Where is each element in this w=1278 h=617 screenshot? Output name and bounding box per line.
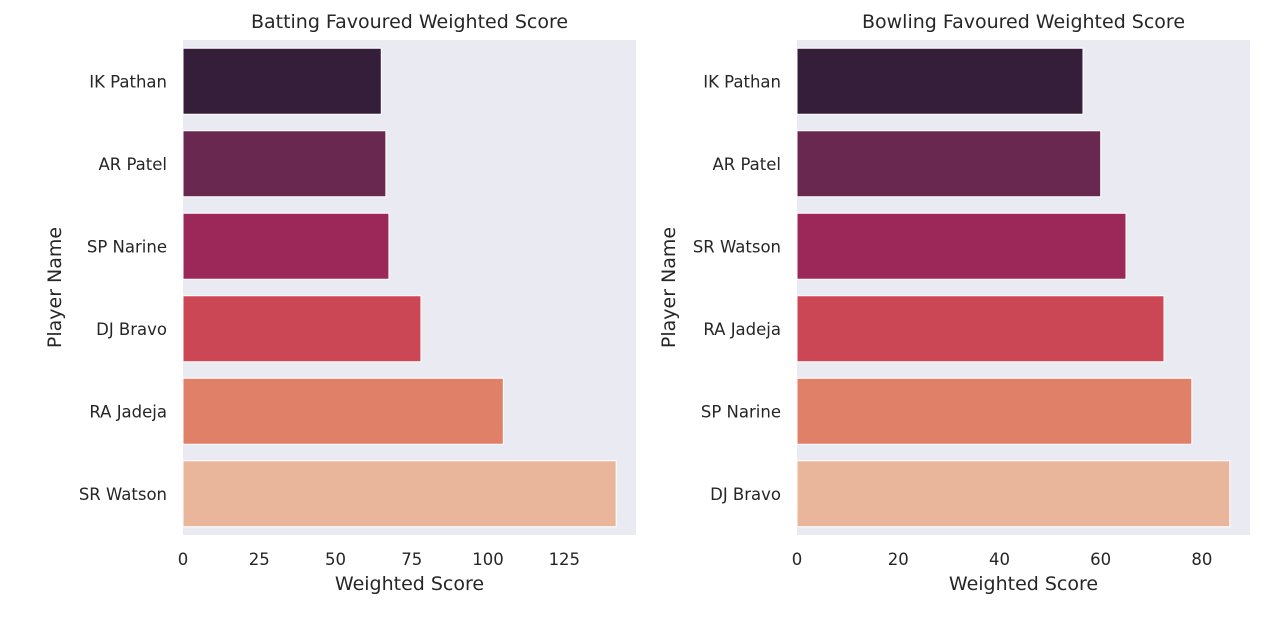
bowling-y-tick-label: SR Watson (693, 237, 781, 256)
batting-x-tick-label: 125 (549, 550, 581, 569)
batting-bar-5 (182, 460, 617, 528)
batting-y-tick-label: RA Jadeja (89, 402, 167, 421)
bowling-y-axis-label: Player Name (658, 227, 680, 348)
bowling-x-tick-label: 20 (888, 550, 909, 569)
batting-y-tick-label: AR Patel (98, 155, 167, 174)
batting-x-tick-label: 0 (178, 550, 189, 569)
bowling-y-tick-label: AR Patel (712, 155, 781, 174)
batting-chart-title: Batting Favoured Weighted Score (251, 11, 568, 33)
bowling-bar-4 (796, 377, 1193, 445)
bowling-bar-3 (796, 295, 1165, 363)
bowling-x-axis-label: Weighted Score (949, 573, 1098, 595)
bowling-bar-5 (796, 460, 1231, 528)
batting-x-tick-label: 100 (472, 550, 504, 569)
bowling-plot-area (797, 40, 1250, 535)
batting-bar-1 (182, 130, 387, 198)
bowling-x-tick-label: 60 (1090, 550, 1111, 569)
bowling-y-tick-label: SP Narine (701, 402, 781, 421)
batting-bar-2 (182, 212, 390, 280)
batting-bar-4 (182, 377, 504, 445)
batting-bar-0 (182, 47, 382, 115)
bowling-x-tick-label: 0 (792, 550, 803, 569)
batting-plot-area (183, 40, 636, 535)
batting-y-tick-label: IK Pathan (89, 72, 167, 91)
batting-chart: IK Pathan AR Patel SP Narine DJ Bravo RA Jad… (44, 11, 636, 595)
bowling-bar-0 (796, 47, 1084, 115)
bowling-chart-title: Bowling Favoured Weighted Score (862, 11, 1185, 33)
bowling-x-tick-label: 80 (1191, 550, 1212, 569)
bowling-y-tick-label: IK Pathan (703, 72, 781, 91)
batting-y-tick-label: SP Narine (87, 237, 167, 256)
bowling-y-tick-label: RA Jadeja (703, 320, 781, 339)
batting-bar-3 (182, 295, 422, 363)
batting-y-tick-label: DJ Bravo (96, 320, 167, 339)
bowling-bar-1 (796, 130, 1102, 198)
bowling-x-tick-label: 40 (989, 550, 1010, 569)
batting-y-axis-label: Player Name (44, 227, 66, 348)
bowling-bar-2 (796, 212, 1127, 280)
batting-y-tick-label: SR Watson (79, 485, 167, 504)
bowling-y-tick-label: DJ Bravo (710, 485, 781, 504)
batting-x-tick-label: 75 (401, 550, 422, 569)
batting-x-tick-label: 50 (325, 550, 346, 569)
batting-x-axis-label: Weighted Score (335, 573, 484, 595)
bowling-chart: IK Pathan AR Patel SR Watson RA Jadeja SP Na… (658, 11, 1250, 595)
batting-x-tick-label: 25 (249, 550, 270, 569)
